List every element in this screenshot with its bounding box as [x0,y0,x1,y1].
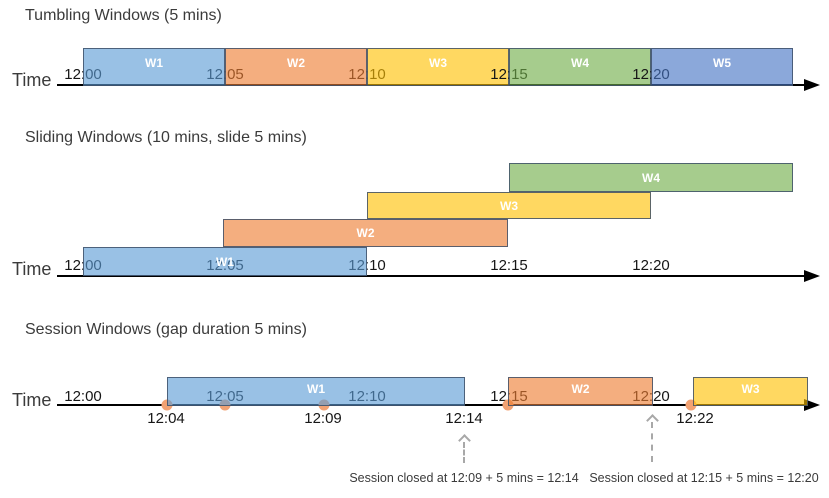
session-section-title: Session Windows (gap duration 5 mins) [25,321,307,338]
tumbling-window-bar-w1: W1 [83,48,225,86]
window-label: W1 [216,254,234,269]
session-window-bar-w3: W3 [693,377,808,406]
event-dot-1222 [685,399,697,411]
event-time-label-1214: 12:14 [445,410,483,427]
event-time-label-1222: 12:22 [676,410,714,427]
sliding-timeline [57,275,807,277]
window-label: W3 [500,198,518,213]
window-label: W1 [145,56,163,70]
session-time-axis-label: Time [12,390,52,410]
session-close-arrow-stem [463,442,465,463]
window-label: W5 [713,56,731,70]
event-time-label-1209: 12:09 [304,410,342,427]
tumbling-timeline-arrow-icon [804,79,820,91]
sliding-window-bar-w2: W2 [223,219,508,247]
session-window-bar-w1: W1 [167,377,465,406]
sliding-window-bar-w1: W1 [83,247,367,276]
session-window-bar-w2: W2 [508,377,653,406]
session-close-arrow-stem [651,422,653,462]
window-label: W1 [307,382,325,396]
tumbling-section-title: Tumbling Windows (5 mins) [25,7,222,24]
sliding-tick-1220: 12:20 [632,257,670,274]
window-label: W4 [642,170,660,185]
sliding-window-bar-w4: W4 [509,163,793,192]
window-label: W2 [356,226,375,240]
window-label: W4 [571,56,589,70]
sliding-tick-1215: 12:15 [490,257,528,274]
sliding-window-bar-w3: W3 [367,192,651,219]
tumbling-window-bar-w3: W3 [367,48,509,86]
window-label: W3 [741,382,760,396]
session-close-annotation-1: Session closed at 12:09 + 5 mins = 12:14 [349,471,579,485]
sliding-section-title: Sliding Windows (10 mins, slide 5 mins) [25,129,307,146]
window-label: W2 [571,382,590,396]
sliding-time-axis-label: Time [12,259,52,279]
tumbling-window-bar-w4: W4 [509,48,651,86]
tumbling-time-axis-label: Time [12,70,52,90]
tumbling-window-bar-w2: W2 [225,48,367,86]
tumbling-window-bar-w5: W5 [651,48,793,86]
session-close-annotation-2: Session closed at 12:15 + 5 mins = 12:20 [589,471,819,485]
window-label: W2 [287,56,305,70]
window-label: W3 [429,56,447,70]
event-time-label-1204: 12:04 [147,410,185,427]
session-tick-1200: 12:00 [64,388,102,405]
sliding-timeline-arrow-icon [804,270,820,282]
session-timeline-arrow-icon [804,399,820,411]
